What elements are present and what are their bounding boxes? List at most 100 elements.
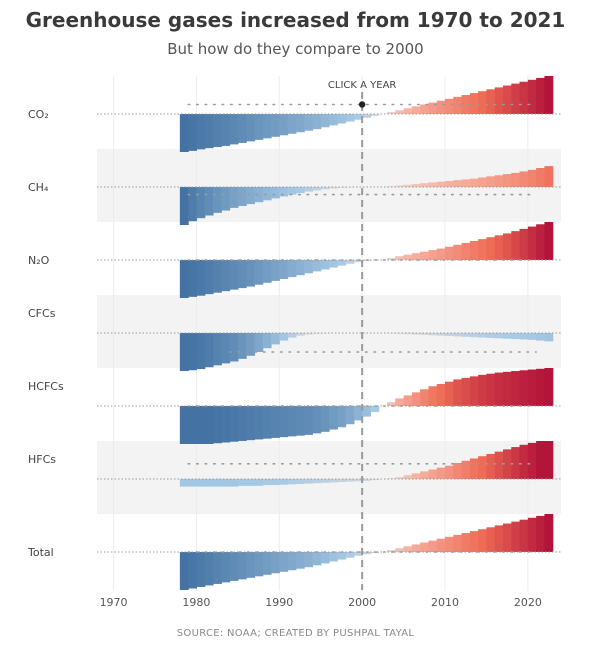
value-bar	[544, 222, 554, 260]
value-bar	[320, 260, 330, 270]
value-bar	[478, 239, 488, 260]
value-bar	[436, 538, 446, 552]
year-selector[interactable]: CLICK A YEAR	[328, 80, 397, 590]
value-bar	[204, 333, 214, 368]
series-label: CFCs	[28, 307, 56, 320]
series-label: HCFCs	[28, 380, 64, 393]
value-bar	[511, 521, 521, 552]
click-year-label[interactable]: CLICK A YEAR	[328, 80, 397, 91]
value-bar	[420, 542, 430, 552]
value-bar	[469, 458, 479, 479]
value-bar	[461, 460, 471, 479]
value-bar	[486, 176, 496, 187]
value-bar	[229, 552, 239, 581]
value-bar	[312, 187, 322, 191]
value-bar	[436, 248, 446, 260]
value-bar	[453, 379, 463, 406]
value-bar	[527, 517, 537, 552]
value-bar	[229, 406, 239, 442]
value-bar	[221, 552, 231, 583]
x-tick-label: 2000	[348, 596, 376, 609]
value-bar	[511, 447, 521, 479]
value-bar	[411, 183, 421, 187]
value-bar	[494, 451, 504, 479]
x-tick-label: 2010	[431, 596, 459, 609]
value-bar	[304, 114, 314, 131]
value-bar	[237, 406, 247, 441]
value-bar	[188, 114, 198, 151]
value-bar	[271, 479, 280, 486]
value-bar	[271, 187, 280, 199]
value-bar	[436, 333, 446, 336]
value-bar	[469, 241, 479, 260]
value-bar	[179, 187, 189, 225]
value-bar	[279, 187, 289, 197]
value-bar	[544, 441, 554, 479]
value-bar	[295, 114, 305, 133]
value-bar	[420, 471, 430, 479]
value-bar	[469, 93, 479, 114]
value-bar	[246, 260, 256, 287]
value-bar	[329, 114, 338, 126]
value-bar	[229, 260, 239, 290]
value-bar	[345, 552, 355, 558]
value-bar	[519, 171, 529, 187]
series-row: CH₄	[28, 166, 561, 225]
value-bar	[469, 376, 479, 406]
value-bar	[179, 333, 189, 371]
value-bar	[229, 333, 239, 362]
value-bar	[179, 479, 189, 487]
value-bar	[304, 333, 314, 335]
value-bar	[237, 333, 247, 359]
value-bar	[387, 258, 396, 260]
value-bar	[279, 479, 289, 485]
value-bar	[411, 106, 421, 114]
value-bar	[478, 529, 488, 552]
value-bar	[204, 479, 214, 487]
value-bar	[262, 260, 272, 283]
value-bar	[544, 166, 554, 187]
value-bar	[287, 114, 297, 134]
value-bar	[469, 178, 479, 187]
value-bar	[420, 104, 430, 114]
value-bar	[196, 187, 206, 219]
value-bar	[279, 114, 289, 136]
value-bar	[353, 406, 363, 421]
value-bar	[395, 548, 405, 552]
value-bar	[229, 479, 239, 487]
value-bar	[527, 333, 537, 340]
value-bar	[188, 187, 198, 222]
value-bar	[320, 552, 330, 564]
series-row: CO₂	[28, 76, 561, 152]
value-bar	[246, 187, 256, 205]
value-bar	[527, 442, 537, 479]
value-bar	[395, 333, 405, 334]
value-bar	[436, 100, 446, 114]
value-bar	[204, 260, 214, 295]
value-bar	[221, 333, 231, 364]
value-bar	[503, 371, 512, 406]
value-bar	[337, 114, 347, 124]
value-bar	[503, 523, 512, 552]
value-bar	[262, 406, 272, 439]
value-bar	[519, 519, 529, 552]
value-bar	[420, 183, 430, 187]
value-bar	[188, 260, 198, 297]
series-label: Total	[27, 546, 54, 559]
value-bar	[353, 552, 363, 556]
value-bar	[196, 260, 206, 296]
value-bar	[304, 552, 314, 568]
value-bar	[519, 370, 529, 406]
value-bar	[527, 369, 537, 406]
value-bar	[353, 114, 363, 120]
selected-year-marker[interactable]	[358, 101, 366, 108]
value-bar	[221, 260, 231, 292]
value-bar	[312, 479, 322, 484]
value-bar	[445, 333, 454, 337]
value-bar	[461, 242, 471, 260]
value-bar	[246, 479, 256, 486]
value-bar	[237, 114, 247, 143]
value-bar	[320, 479, 330, 483]
value-bar	[445, 98, 454, 114]
